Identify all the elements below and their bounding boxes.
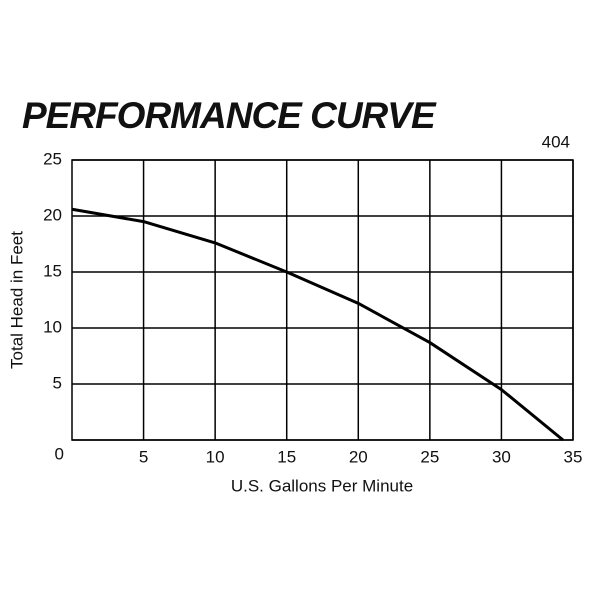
y-tick-label: 15 <box>43 261 62 280</box>
x-tick-label: 5 <box>139 447 148 466</box>
y-tick-label: 5 <box>53 373 62 392</box>
plot-frame <box>71 159 574 441</box>
x-tick-label: 30 <box>492 447 511 466</box>
y-tick-label: 10 <box>43 317 62 336</box>
y-axis-label: Total Head in Feet <box>7 231 26 369</box>
model-number: 404 <box>542 132 570 151</box>
x-tick-label: 20 <box>349 447 368 466</box>
y-tick-label: 0 <box>55 444 64 463</box>
y-tick-label: 25 <box>43 149 62 168</box>
x-tick-label: 10 <box>206 447 225 466</box>
chart-title: PERFORMANCE CURVE <box>22 95 437 136</box>
x-tick-label: 35 <box>564 447 583 466</box>
performance-curve <box>71 207 564 442</box>
x-tick-label: 25 <box>420 447 439 466</box>
x-axis-label: U.S. Gallons Per Minute <box>231 476 413 495</box>
y-tick-label: 20 <box>43 205 62 224</box>
x-tick-label: 15 <box>277 447 296 466</box>
